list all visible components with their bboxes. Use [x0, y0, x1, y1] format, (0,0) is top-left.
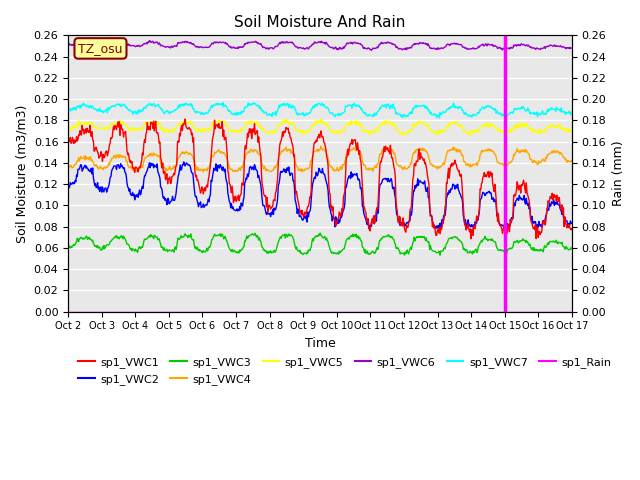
sp1_VWC2 — [396, 223, 404, 228]
sp1_VWC7 — [203, 109, 211, 115]
sp1_Rain — [177, 309, 184, 314]
sp1_VWC2 — [177, 162, 184, 168]
sp1_Rain — [64, 309, 72, 314]
sp1_VWC2 — [381, 176, 389, 181]
sp1_VWC1 — [74, 138, 81, 144]
sp1_VWC2 — [204, 200, 211, 205]
sp1_VWC5 — [64, 127, 72, 133]
sp1_VWC6 — [145, 37, 153, 43]
sp1_Rain — [125, 309, 133, 314]
Line: sp1_VWC4: sp1_VWC4 — [68, 146, 572, 172]
sp1_VWC7 — [74, 104, 81, 109]
Line: sp1_VWC2: sp1_VWC2 — [68, 162, 572, 231]
sp1_VWC6 — [64, 42, 72, 48]
sp1_VWC2 — [503, 228, 511, 234]
sp1_VWC2 — [568, 220, 576, 226]
sp1_VWC5 — [467, 132, 474, 138]
sp1_VWC1 — [568, 226, 576, 232]
sp1_VWC6 — [382, 40, 390, 46]
sp1_VWC4 — [382, 145, 390, 151]
Text: TZ_osu: TZ_osu — [78, 42, 123, 55]
Line: sp1_VWC1: sp1_VWC1 — [68, 119, 572, 239]
sp1_VWC7 — [64, 107, 72, 113]
sp1_VWC1 — [177, 133, 184, 139]
sp1_VWC6 — [177, 40, 185, 46]
X-axis label: Time: Time — [305, 337, 335, 350]
sp1_VWC5 — [177, 120, 184, 125]
sp1_VWC3 — [177, 235, 184, 241]
sp1_VWC3 — [203, 245, 211, 251]
sp1_VWC5 — [381, 119, 389, 125]
sp1_Rain — [74, 309, 81, 314]
sp1_VWC3 — [436, 252, 444, 258]
sp1_VWC3 — [396, 251, 404, 257]
sp1_VWC3 — [125, 242, 133, 248]
sp1_VWC3 — [317, 230, 324, 236]
sp1_VWC6 — [397, 46, 404, 51]
sp1_VWC1 — [467, 236, 475, 241]
Y-axis label: Rain (mm): Rain (mm) — [612, 141, 625, 206]
sp1_Rain — [568, 309, 576, 314]
Title: Soil Moisture And Rain: Soil Moisture And Rain — [234, 15, 406, 30]
Legend: sp1_VWC1, sp1_VWC2, sp1_VWC3, sp1_VWC4, sp1_VWC5, sp1_VWC6, sp1_VWC7, sp1_Rain: sp1_VWC1, sp1_VWC2, sp1_VWC3, sp1_VWC4, … — [74, 353, 616, 389]
sp1_VWC5 — [396, 130, 404, 136]
sp1_VWC5 — [568, 128, 576, 134]
sp1_VWC7 — [125, 108, 133, 114]
sp1_VWC5 — [125, 126, 133, 132]
sp1_VWC4 — [397, 164, 404, 169]
sp1_Rain — [381, 309, 388, 314]
sp1_VWC6 — [204, 45, 211, 50]
sp1_VWC7 — [568, 111, 576, 117]
sp1_VWC5 — [74, 122, 81, 128]
sp1_VWC1 — [181, 116, 189, 122]
sp1_VWC3 — [74, 235, 81, 241]
sp1_VWC2 — [125, 188, 133, 194]
sp1_VWC4 — [64, 166, 72, 171]
Y-axis label: Soil Moisture (m3/m3): Soil Moisture (m3/m3) — [15, 104, 28, 243]
sp1_VWC4 — [133, 169, 141, 175]
sp1_VWC4 — [204, 165, 211, 171]
sp1_Rain — [396, 309, 403, 314]
sp1_VWC7 — [219, 100, 227, 106]
sp1_VWC7 — [177, 104, 184, 109]
sp1_VWC7 — [381, 102, 389, 108]
sp1_VWC3 — [568, 245, 576, 251]
sp1_VWC1 — [125, 155, 133, 160]
sp1_VWC3 — [64, 243, 72, 249]
sp1_VWC6 — [367, 48, 375, 53]
sp1_VWC5 — [317, 116, 325, 122]
sp1_VWC3 — [381, 233, 389, 239]
Line: sp1_VWC7: sp1_VWC7 — [68, 103, 572, 118]
sp1_VWC1 — [64, 137, 72, 143]
sp1_VWC4 — [74, 158, 81, 164]
sp1_VWC4 — [177, 151, 185, 156]
sp1_VWC6 — [74, 40, 81, 46]
sp1_VWC5 — [203, 127, 211, 133]
sp1_VWC2 — [64, 180, 72, 186]
sp1_VWC4 — [568, 158, 576, 164]
Line: sp1_VWC6: sp1_VWC6 — [68, 40, 572, 50]
Line: sp1_VWC5: sp1_VWC5 — [68, 119, 572, 135]
Line: sp1_VWC3: sp1_VWC3 — [68, 233, 572, 255]
sp1_VWC2 — [180, 159, 188, 165]
sp1_VWC1 — [204, 184, 211, 190]
sp1_VWC7 — [396, 112, 404, 118]
sp1_VWC2 — [74, 174, 81, 180]
sp1_VWC4 — [317, 143, 325, 149]
sp1_VWC4 — [125, 165, 133, 171]
sp1_VWC7 — [436, 115, 444, 121]
sp1_VWC6 — [568, 46, 576, 51]
sp1_VWC6 — [125, 42, 133, 48]
sp1_Rain — [203, 309, 211, 314]
sp1_VWC1 — [381, 143, 389, 149]
sp1_VWC1 — [396, 215, 404, 220]
